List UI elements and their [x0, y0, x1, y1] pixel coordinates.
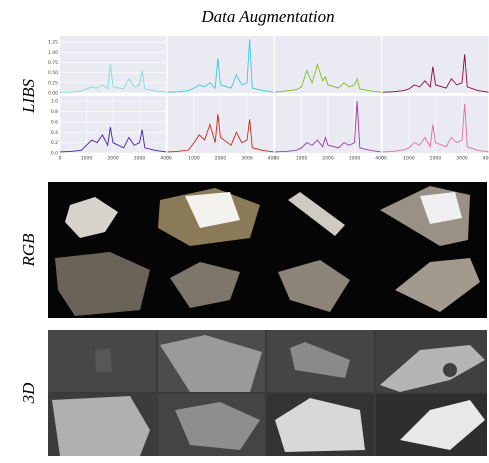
y-tick-label: 0.2: [51, 140, 58, 146]
x-tick-label: 4000: [483, 156, 489, 162]
x-tick-label: 1000: [403, 156, 415, 162]
y-tick-label: 0.75: [48, 60, 58, 66]
y-tick-label: 1.0: [51, 99, 58, 105]
y-tick-label: 0.25: [48, 80, 58, 86]
rgb-grid: [48, 182, 487, 318]
x-tick-label: 3000: [134, 156, 146, 162]
row-label: LIBS: [19, 79, 38, 115]
x-tick-label: 0: [166, 156, 169, 162]
x-tick-label: 2000: [322, 156, 334, 162]
x-tick-label: 0: [381, 156, 384, 162]
y-tick-label: 0.8: [51, 109, 58, 115]
y-tick-label: 1.00: [48, 50, 58, 56]
x-tick-label: 2000: [215, 156, 227, 162]
x-tick-label: 2000: [107, 156, 119, 162]
x-tick-label: 1000: [188, 156, 200, 162]
y-tick-label: 0.00: [48, 91, 58, 97]
x-tick-label: 1000: [81, 156, 93, 162]
row-label: RGB: [19, 233, 38, 268]
y-tick-label: 0.6: [51, 119, 58, 125]
y-tick-label: 0.4: [51, 130, 58, 136]
depth-grid: [48, 330, 487, 456]
x-tick-label: 1000: [296, 156, 308, 162]
x-tick-label: 2000: [430, 156, 442, 162]
x-tick-label: 0: [274, 156, 277, 162]
x-tick-label: 0: [59, 156, 62, 162]
y-tick-label: 1.25: [48, 40, 58, 46]
y-tick-label: 0.50: [48, 70, 58, 76]
x-tick-label: 3000: [456, 156, 468, 162]
figure: Data Augmentation LIBS RGB 3D: [0, 0, 489, 463]
x-tick-label: 3000: [349, 156, 361, 162]
x-tick-label: 3000: [241, 156, 253, 162]
figure-title: Data Augmentation: [200, 7, 334, 26]
y-tick-label: 0.0: [51, 151, 58, 157]
row-label: 3D: [19, 382, 38, 405]
